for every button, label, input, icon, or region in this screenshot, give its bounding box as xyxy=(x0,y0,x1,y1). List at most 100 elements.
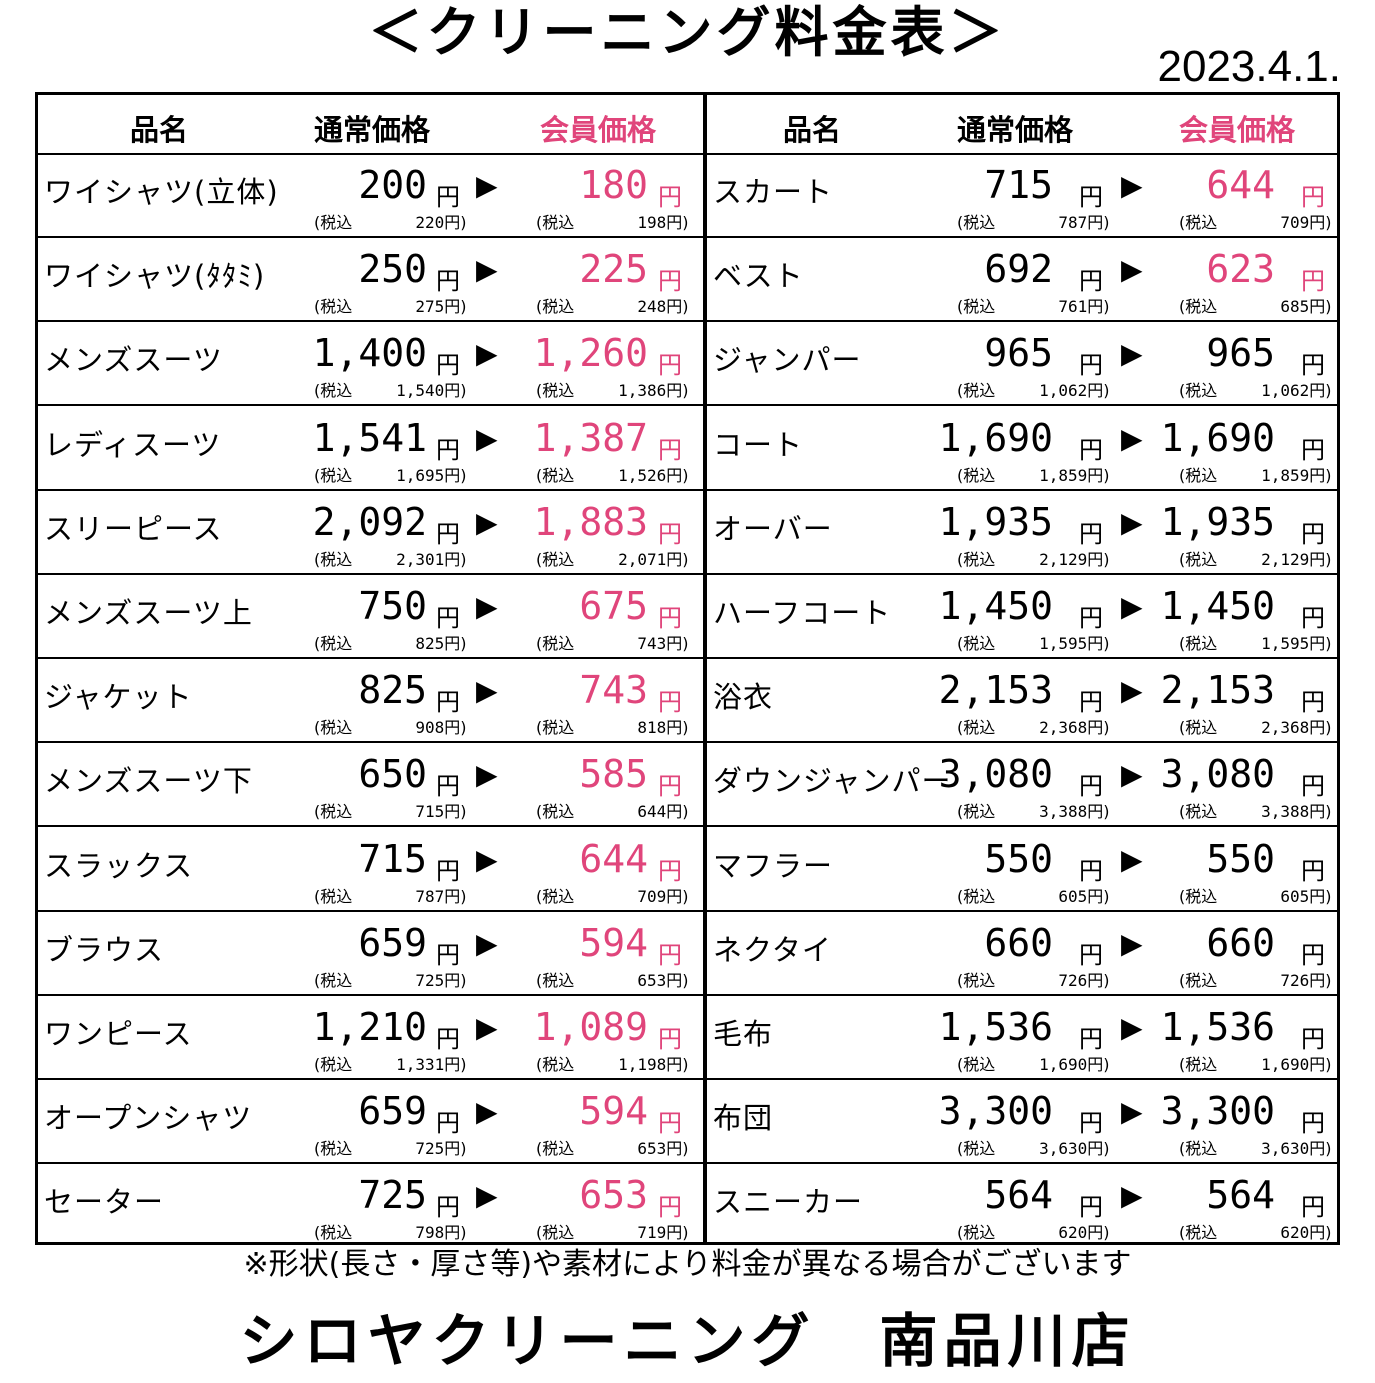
tax-value: 2,129 xyxy=(1039,549,1088,569)
tax-open-label: (税込 xyxy=(957,1223,996,1243)
member-price: 965 xyxy=(1206,331,1275,376)
tax-close-label: 円) xyxy=(666,886,689,906)
item-name: ハーフコート xyxy=(713,596,892,630)
tax-value: 685 xyxy=(1280,297,1310,317)
regular-price: 650 xyxy=(358,752,427,797)
column-divider xyxy=(703,95,707,1242)
tax-open-label: (税込 xyxy=(957,802,996,822)
tax-value: 198 xyxy=(637,213,667,232)
tax-open-label: (税込 xyxy=(957,886,996,906)
tax-open-label: (税込 xyxy=(536,297,575,317)
regular-price: 692 xyxy=(984,247,1053,292)
yen-unit: 円 xyxy=(658,688,682,717)
item-name: セーター xyxy=(44,1185,165,1220)
tax-value: 2,368 xyxy=(1261,718,1310,738)
member-tax-included: (税込 1,062円) xyxy=(1179,377,1332,401)
member-tax-included: (税込 198円) xyxy=(536,209,689,233)
tax-value: 1,695 xyxy=(396,465,445,485)
tax-close-label: 円) xyxy=(666,1139,689,1159)
member-tax-included: (税込 3,630円) xyxy=(1179,1135,1332,1159)
tax-open-label: (税込 xyxy=(314,634,353,653)
tax-close-label: 円) xyxy=(444,1223,467,1243)
regular-price: 825 xyxy=(358,668,427,713)
tax-value: 1,859 xyxy=(1039,465,1088,485)
arrow-icon: ▶ xyxy=(476,1179,498,1213)
tax-value: 1,595 xyxy=(1039,634,1088,653)
table-header-left: 品名 通常価格 会員価格 xyxy=(38,95,703,155)
member-tax-included: (税込 248円) xyxy=(536,293,689,317)
tax-close-label: 円) xyxy=(444,213,467,232)
tax-open-label: (税込 xyxy=(536,802,575,822)
tax-close-label: 円) xyxy=(444,970,467,990)
yen-unit: 円 xyxy=(658,604,682,632)
tax-value: 787 xyxy=(415,886,445,906)
item-name: スラックス xyxy=(44,848,194,883)
yen-unit: 円 xyxy=(1079,688,1103,717)
tax-open-label: (税込 xyxy=(1179,1139,1218,1159)
regular-tax-included: (税込 825円) xyxy=(314,630,467,654)
member-price: 225 xyxy=(579,247,648,292)
tax-value: 605 xyxy=(1058,886,1088,906)
tax-value: 3,388 xyxy=(1261,802,1310,822)
tax-close-label: 円) xyxy=(1309,718,1332,738)
member-tax-included: (税込 605円) xyxy=(1179,883,1332,907)
arrow-icon: ▶ xyxy=(476,169,498,202)
tax-open-label: (税込 xyxy=(1179,1223,1218,1243)
tax-open-label: (税込 xyxy=(536,1139,575,1159)
arrow-icon: ▶ xyxy=(476,421,498,455)
tax-value: 709 xyxy=(637,886,667,906)
tax-value: 1,526 xyxy=(618,465,667,485)
tax-value: 719 xyxy=(637,1223,667,1243)
tax-open-label: (税込 xyxy=(1179,381,1218,401)
regular-tax-included: (税込 220円) xyxy=(314,209,467,233)
yen-unit: 円 xyxy=(436,856,460,885)
yen-unit: 円 xyxy=(436,940,460,969)
item-name: スニーカー xyxy=(713,1185,864,1220)
regular-tax-included: (税込 726円) xyxy=(957,967,1110,991)
regular-tax-included: (税込 761円) xyxy=(957,293,1110,317)
member-price: 1,883 xyxy=(533,499,648,544)
tax-close-label: 円) xyxy=(666,1223,689,1243)
tax-open-label: (税込 xyxy=(314,213,353,232)
regular-price: 1,210 xyxy=(312,1005,427,1049)
arrow-icon: ▶ xyxy=(1121,337,1143,371)
price-column-right: 品名 通常価格 会員価格 スカート 715 円 ▶ 644 円 (税込 787円) (税込 709… xyxy=(707,95,1337,1242)
member-price: 3,300 xyxy=(1160,1089,1275,1134)
tax-value: 725 xyxy=(415,1139,445,1159)
regular-tax-included: (税込 620円) xyxy=(957,1219,1110,1243)
yen-unit: 円 xyxy=(658,856,682,885)
tax-value: 644 xyxy=(637,802,667,822)
tax-open-label: (税込 xyxy=(314,1055,353,1074)
arrow-icon: ▶ xyxy=(1121,926,1143,960)
regular-tax-included: (税込 1,695円) xyxy=(314,462,467,486)
yen-unit: 円 xyxy=(1079,940,1103,969)
tax-close-label: 円) xyxy=(666,381,689,401)
tax-close-label: 円) xyxy=(1309,465,1332,485)
tax-value: 2,129 xyxy=(1261,549,1310,569)
regular-price: 2,092 xyxy=(312,499,427,544)
yen-unit: 円 xyxy=(658,1193,682,1222)
member-tax-included: (税込 709円) xyxy=(536,883,689,907)
tax-open-label: (税込 xyxy=(536,213,575,232)
page-title: ＜クリーニング料金表＞ xyxy=(368,1,1007,64)
regular-price: 3,080 xyxy=(938,752,1053,797)
tax-close-label: 円) xyxy=(1087,1223,1110,1243)
tax-close-label: 円) xyxy=(1087,802,1110,822)
tax-value: 908 xyxy=(415,718,445,738)
tax-open-label: (税込 xyxy=(957,970,996,990)
regular-price: 550 xyxy=(984,836,1053,881)
tax-open-label: (税込 xyxy=(957,213,996,232)
member-tax-included: (税込 620円) xyxy=(1179,1219,1332,1243)
price-row: オープンシャツ 659 円 ▶ 594 円 (税込 725円) (税込 653円) xyxy=(38,1079,703,1165)
tax-close-label: 円) xyxy=(1087,381,1110,401)
member-price: 3,080 xyxy=(1160,752,1275,797)
tax-value: 620 xyxy=(1280,1223,1310,1243)
regular-tax-included: (税込 2,301円) xyxy=(314,546,467,570)
yen-unit: 円 xyxy=(436,688,460,717)
regular-tax-included: (税込 787円) xyxy=(314,883,467,907)
regular-tax-included: (税込 715円) xyxy=(314,798,467,822)
regular-price: 200 xyxy=(358,163,427,207)
member-price: 1,387 xyxy=(533,415,648,460)
yen-unit: 円 xyxy=(1301,1109,1325,1138)
tax-value: 726 xyxy=(1058,970,1088,990)
